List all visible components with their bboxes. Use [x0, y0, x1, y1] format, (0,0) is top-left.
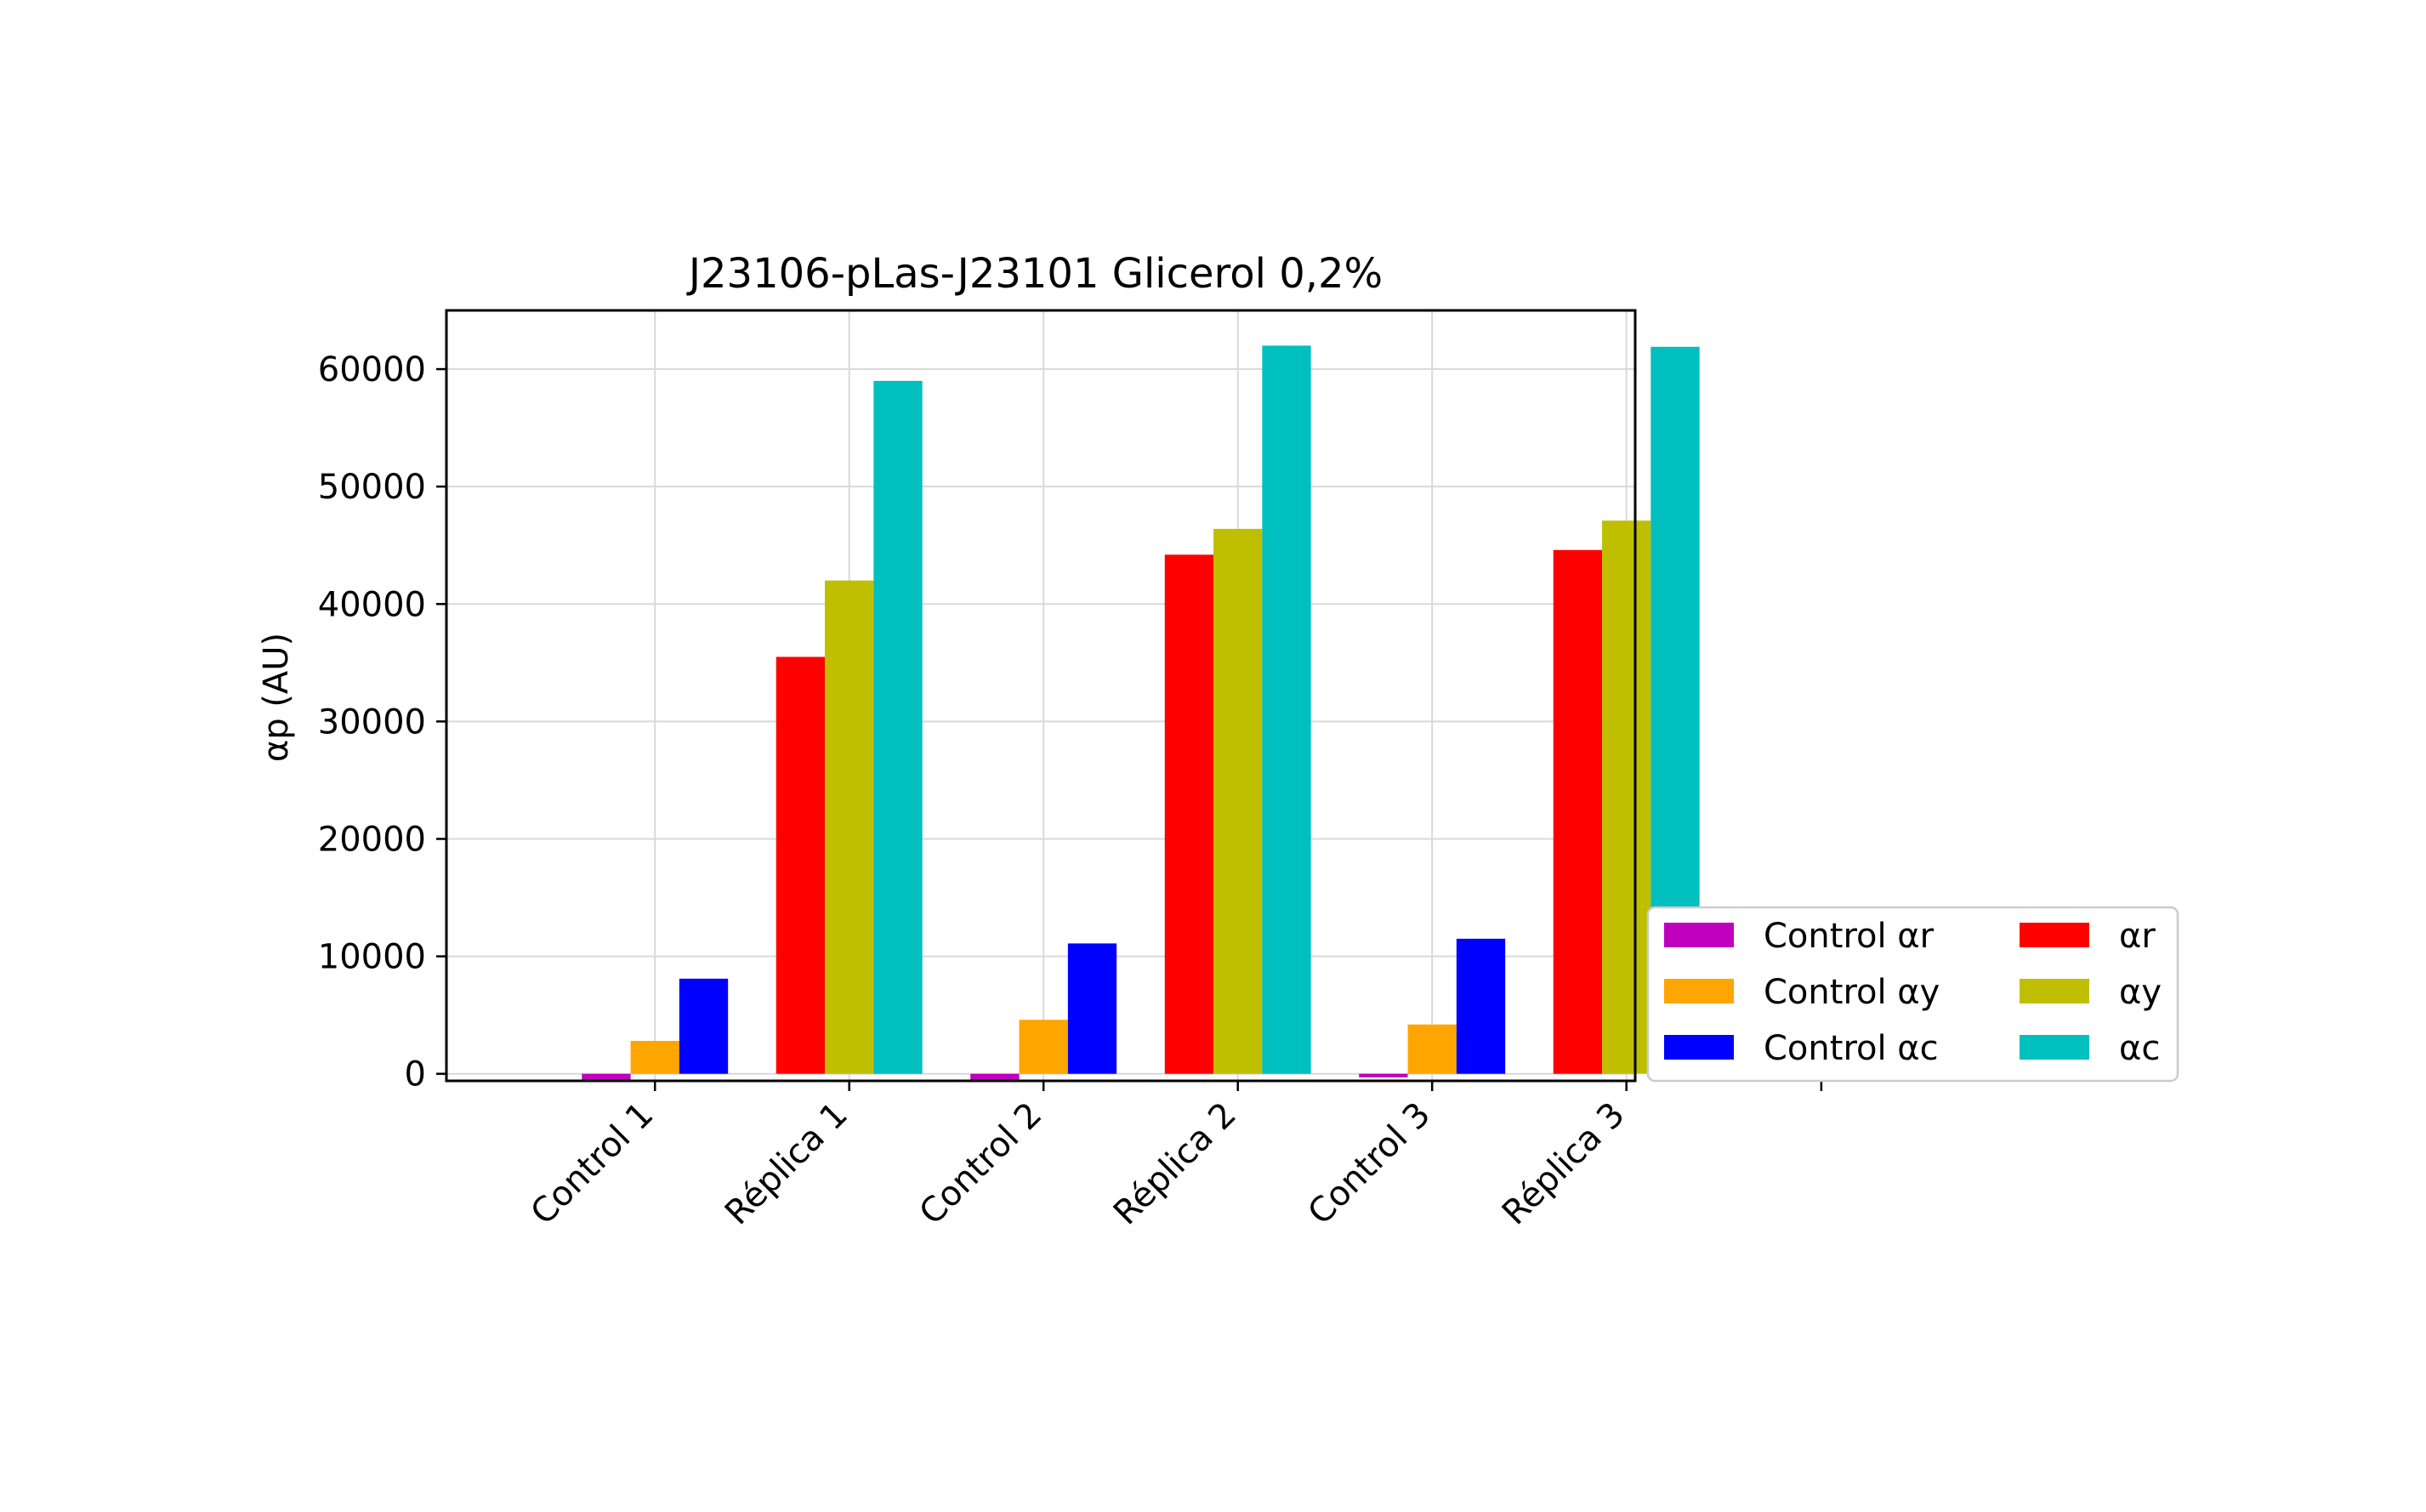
legend-label: αc	[2119, 1029, 2160, 1068]
x-tick-label: Réplica 2	[1106, 1095, 1244, 1233]
y-tick-label: 40000	[318, 585, 426, 624]
legend-swatch	[1664, 979, 1734, 1003]
x-tick-label: Réplica 3	[1495, 1095, 1633, 1233]
bar	[825, 580, 874, 1074]
legend: Control αr Control αy Control αc αr αy αc	[1646, 906, 2179, 1083]
bar	[582, 1073, 631, 1080]
y-tick-label: 0	[405, 1055, 426, 1094]
x-tick-label: Control 3	[1301, 1095, 1439, 1233]
y-tick-label: 30000	[318, 702, 426, 742]
legend-label: Control αc	[1764, 1029, 1939, 1068]
bar	[970, 1073, 1020, 1080]
bar	[1456, 938, 1506, 1074]
legend-label: αr	[2119, 917, 2156, 956]
legend-label: Control αr	[1764, 917, 1935, 956]
legend-swatch	[2020, 979, 2089, 1003]
chart-title: J23106-pLas-J23101 Glicerol 0,2%	[686, 250, 1383, 298]
bar	[679, 978, 729, 1074]
bar	[776, 657, 826, 1074]
bar	[1067, 943, 1117, 1074]
legend-label: Control αy	[1764, 973, 1940, 1012]
x-tick-label: Control 1	[524, 1095, 662, 1233]
bar	[1602, 520, 1651, 1074]
bar	[1213, 528, 1263, 1074]
y-tick-label: 10000	[318, 938, 426, 977]
bar	[873, 380, 923, 1074]
bar	[1019, 1020, 1068, 1074]
bar	[1262, 345, 1311, 1074]
bar	[1553, 549, 1603, 1074]
bar	[630, 1041, 679, 1074]
legend-swatch	[2020, 1035, 2089, 1060]
legend-swatch	[1664, 1035, 1734, 1060]
y-tick-label: 60000	[318, 350, 426, 389]
x-tick-label: Control 2	[912, 1095, 1050, 1233]
legend-swatch	[2020, 923, 2089, 947]
legend-label: αy	[2119, 973, 2162, 1012]
bar	[1164, 554, 1214, 1074]
bar	[1407, 1024, 1457, 1074]
bars	[582, 345, 1700, 1080]
y-axis-label: αp (AU)	[257, 633, 296, 762]
x-tick-label: Réplica 1	[718, 1095, 855, 1233]
bar	[1359, 1073, 1408, 1077]
y-tick-label: 50000	[318, 468, 426, 507]
plot-frame	[445, 309, 1637, 1083]
y-tick-label: 20000	[318, 820, 426, 859]
legend-swatch	[1664, 923, 1734, 947]
